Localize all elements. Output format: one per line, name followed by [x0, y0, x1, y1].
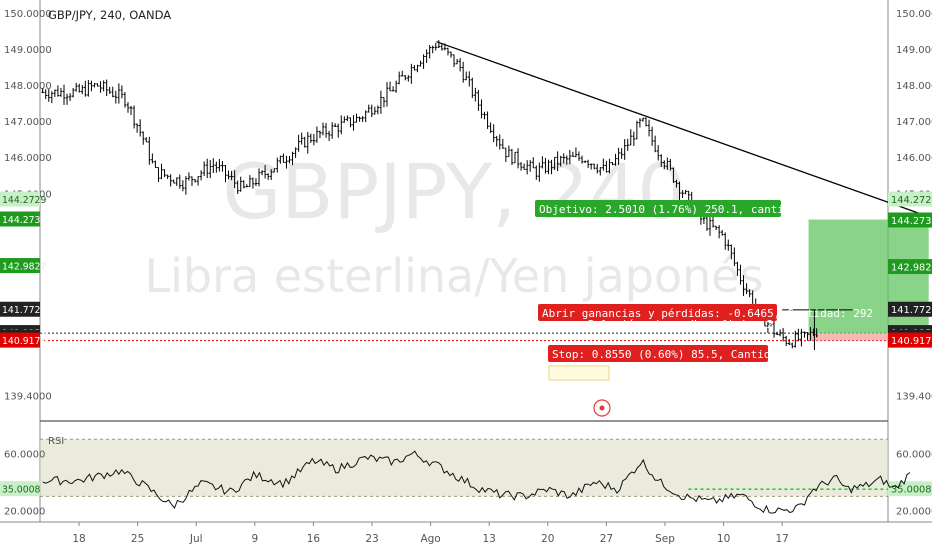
- rsi-left-level-label-bg: [0, 481, 40, 497]
- price-label-bg: [888, 301, 932, 317]
- rsi-left-tick-label: 60.0000: [4, 450, 45, 461]
- rsi-left-tick-label: 20.0000: [4, 507, 45, 518]
- rsi-line: [42, 450, 911, 514]
- price-label: 144.2729: [891, 195, 932, 206]
- left-price-label: 141.7720: [2, 305, 46, 316]
- left-price-label-bg: [0, 301, 40, 317]
- left-price-label: 144.2729: [2, 195, 46, 206]
- left-price-label-bg: [0, 332, 40, 348]
- price-label: 144.2730: [891, 216, 932, 227]
- price-label-bg: [888, 191, 932, 207]
- event-marker-icon: [593, 399, 611, 417]
- stop-label: Stop: 0.8550 (0.60%) 85.5, Cantidad: 750…: [552, 348, 837, 361]
- price-tick-label: 148.0000: [896, 81, 932, 92]
- target-label: Objetivo: 2.5010 (1.76%) 250.1, cantidad…: [539, 203, 864, 216]
- price-label: 141.7720: [891, 305, 932, 316]
- rsi-tick-label: 20.0000: [896, 507, 932, 518]
- time-tick-label: 23: [365, 533, 378, 545]
- left-price-label-bg: [0, 258, 40, 274]
- price-label-bg: [888, 259, 932, 275]
- left-price-tick-label: 147.0000: [4, 117, 52, 128]
- price-label: 142.9827: [891, 263, 932, 274]
- rsi-level-label: 35.0008: [891, 485, 932, 496]
- left-price-label-bg: [0, 211, 40, 227]
- rsi-band: [40, 439, 888, 497]
- left-price-tick-label: 148.0000: [4, 81, 52, 92]
- trend-line: [436, 41, 932, 219]
- watermark-symbol: GBPJPY, 240: [222, 147, 685, 236]
- left-price-tick-label: 149.0000: [4, 45, 52, 56]
- rsi-left-level-label: 35.0008: [2, 485, 41, 496]
- time-tick-label: Jul: [189, 533, 203, 545]
- price-tick-label: 149.0000: [896, 45, 932, 56]
- price-label: 140.9170: [891, 336, 932, 347]
- price-tick-label: 146.0000: [896, 153, 932, 164]
- time-tick-label: 27: [600, 533, 613, 545]
- price-tick-label: 139.4000: [896, 391, 932, 402]
- stop-zone: [808, 333, 929, 341]
- price-tick-label: 150.0000: [896, 9, 932, 20]
- time-tick-label: Ago: [420, 533, 440, 545]
- rsi-tick-label: 60.0000: [896, 450, 932, 461]
- pnl-label: Abrir ganancias y pérdidas: -0.6465, Can…: [542, 307, 873, 320]
- left-price-label: 142.9827: [2, 262, 46, 273]
- left-price-label: 140.9170: [2, 336, 46, 347]
- rsi-label: RSI: [48, 436, 64, 447]
- time-tick-label: Sep: [655, 533, 675, 545]
- watermark-name: Libra esterlina/Yen japonés: [144, 249, 763, 303]
- candles: [41, 40, 818, 349]
- ratio-label: Relación riesgo/beneficio: 2.93: [588, 318, 793, 331]
- time-tick-label: 18: [72, 533, 85, 545]
- left-price-tick-label: 146.0000: [4, 153, 52, 164]
- left-price-tick-label: 150.0000: [4, 9, 52, 20]
- chart-header-title: GBP/JPY, 240, OANDA: [48, 8, 172, 22]
- time-tick-label: 20: [541, 533, 554, 545]
- time-tick-label: 16: [307, 533, 321, 545]
- left-price-tick-label: 139.4000: [4, 391, 52, 402]
- price-label-bg: [888, 332, 932, 348]
- time-tick-label: 10: [717, 533, 730, 545]
- price-tick-label: 147.0000: [896, 117, 932, 128]
- time-tick-label: 17: [776, 533, 789, 545]
- price-label-bg: [888, 212, 932, 228]
- stop-label-bg: [548, 345, 768, 362]
- left-price-label: 144.2730: [2, 215, 46, 226]
- time-tick-label: 13: [483, 533, 496, 545]
- event-marker-dot: [599, 405, 605, 411]
- target-label-bg: [535, 200, 781, 217]
- left-price-label-bg: [0, 191, 40, 207]
- time-tick-label: 25: [131, 533, 144, 545]
- pnl-label-bg: [538, 304, 777, 321]
- time-tick-label: 9: [251, 533, 258, 545]
- highlight-box: [548, 365, 610, 381]
